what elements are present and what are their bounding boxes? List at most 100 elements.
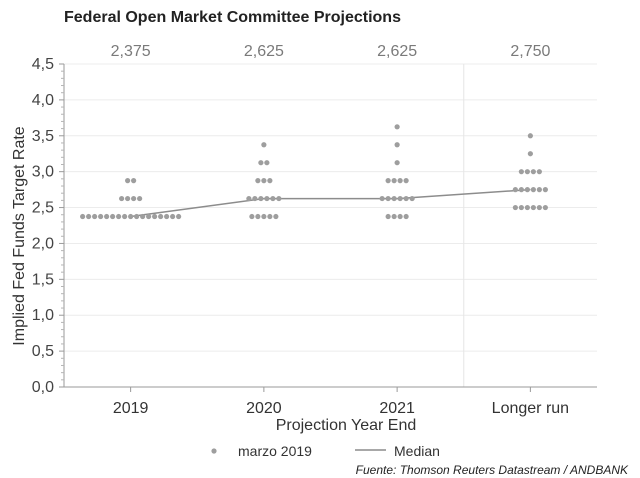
projection-dot: [385, 213, 391, 220]
legend-label-dots: marzo 2019: [238, 443, 312, 459]
legend-label-median: Median: [394, 443, 440, 459]
projection-dot: [158, 213, 164, 220]
projection-dot: [536, 204, 542, 211]
projection-dot: [542, 204, 548, 211]
y-tick-label: 3,0: [32, 164, 54, 181]
projection-dot: [140, 213, 146, 220]
projection-dot: [524, 204, 530, 211]
projection-dot: [518, 169, 524, 175]
projection-dot: [92, 213, 98, 220]
median-value-label: 2,625: [244, 43, 284, 60]
projection-dot: [391, 195, 397, 202]
projection-dot: [255, 178, 261, 184]
projection-dot: [146, 213, 152, 220]
projection-dot: [255, 213, 261, 220]
projection-dot: [134, 213, 140, 220]
projection-dot: [530, 187, 536, 193]
legend: marzo 2019 Median: [211, 443, 440, 459]
projection-dot: [536, 187, 542, 193]
projection-dot: [125, 195, 131, 202]
projection-dot: [527, 151, 533, 157]
gridlines: [64, 63, 597, 387]
projection-dot: [122, 213, 128, 220]
y-tick-label: 3,5: [32, 128, 54, 145]
projection-dot: [385, 195, 391, 202]
projection-dot: [542, 187, 548, 193]
projection-dot: [80, 213, 86, 220]
median-value-label: 2,750: [510, 43, 550, 60]
projection-dot: [152, 213, 158, 220]
projection-dot: [131, 178, 137, 184]
projection-dot: [536, 169, 542, 175]
projection-dot: [530, 204, 536, 211]
projection-dot: [119, 195, 125, 202]
median-value-label: 2,625: [377, 43, 417, 60]
projection-dot: [125, 178, 131, 184]
y-tick-label: 2,5: [32, 200, 54, 217]
projection-dot: [397, 195, 403, 202]
projection-dot: [258, 195, 264, 202]
projection-dot: [512, 204, 518, 211]
y-axis-label: Implied Fed Funds Target Rate: [11, 126, 28, 345]
projection-dot: [264, 160, 270, 166]
y-tick-label: 1,0: [32, 307, 54, 324]
axes: [59, 63, 597, 392]
median-value-labels: 2,375 2,625 2,625 2,750: [111, 43, 551, 60]
projection-dot: [267, 178, 273, 184]
projection-dot: [170, 213, 176, 220]
projection-dot: [527, 133, 533, 139]
projection-dot: [379, 195, 385, 202]
y-tick-label: 4,5: [32, 56, 54, 73]
projection-dot: [403, 213, 409, 220]
projection-dot: [397, 213, 403, 220]
projection-dot: [261, 213, 267, 220]
projection-dot: [403, 178, 409, 184]
projection-dot: [249, 213, 255, 220]
projection-dot: [86, 213, 92, 220]
projection-dot: [261, 142, 267, 148]
projection-dot: [530, 169, 536, 175]
x-tick-label: 2021: [379, 400, 415, 417]
projection-dot: [524, 187, 530, 193]
source-note: Fuente: Thomson Reuters Datastream / AND…: [356, 463, 629, 477]
y-tick-label: 4,0: [32, 92, 54, 109]
projection-dot: [252, 195, 258, 202]
projection-dot: [261, 178, 267, 184]
projection-dot: [391, 178, 397, 184]
median-line: [130, 188, 531, 218]
projection-dot: [264, 195, 270, 202]
projection-dot: [397, 178, 403, 184]
projection-dot: [276, 195, 282, 202]
median-value-label: 2,375: [111, 43, 151, 60]
projection-dot: [128, 213, 134, 220]
median-series: [130, 188, 531, 218]
projection-dot: [394, 124, 400, 130]
x-tick-label: 2019: [113, 400, 149, 417]
projection-dot: [110, 213, 116, 220]
projection-dot: [518, 204, 524, 211]
projection-dot: [524, 169, 530, 175]
projection-dot: [518, 187, 524, 193]
y-tick-label: 0,5: [32, 343, 54, 360]
projection-dot: [391, 213, 397, 220]
y-tick-label: 0,0: [32, 379, 54, 396]
y-tick-label: 1,5: [32, 271, 54, 288]
x-tick-labels: 2019 2020 2021 Longer run: [113, 400, 569, 417]
legend-dot-marker: [211, 448, 217, 454]
x-axis-label: Projection Year End: [276, 417, 417, 434]
x-tick-label: Longer run: [492, 400, 569, 417]
projection-dot: [270, 195, 276, 202]
projection-dot: [267, 213, 273, 220]
projection-dot: [273, 213, 279, 220]
projection-dot: [394, 142, 400, 148]
projection-dot: [116, 213, 122, 220]
projection-dot: [394, 160, 400, 166]
projection-dot: [98, 213, 104, 220]
projection-dot: [409, 195, 415, 202]
x-tick-label: 2020: [246, 400, 282, 417]
projection-dot: [137, 195, 143, 202]
y-tick-label: 2,0: [32, 235, 54, 252]
projection-dot: [385, 178, 391, 184]
chart-title: Federal Open Market Committee Projection…: [64, 9, 401, 26]
